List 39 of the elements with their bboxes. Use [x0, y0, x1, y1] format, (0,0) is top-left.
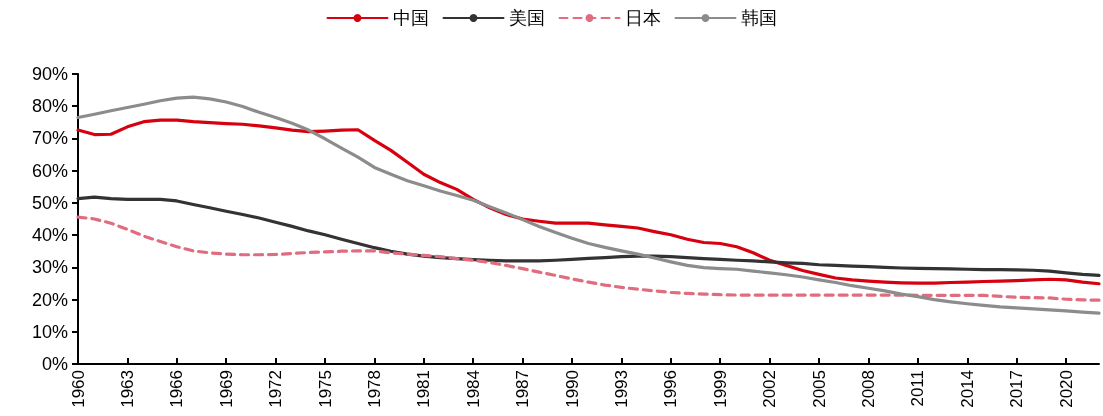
line-series [76, 215, 1101, 302]
y-tick-label: 30% [31, 257, 68, 278]
y-tick-label: 80% [31, 96, 68, 117]
x-tick-label: 2008 [858, 370, 878, 408]
legend-label: 美国 [508, 8, 545, 28]
legend-label: 中国 [392, 8, 429, 28]
x-tick-label: 2011 [908, 370, 928, 407]
y-tick-label: 40% [31, 225, 68, 246]
y-tick-label: 70% [31, 128, 68, 149]
line-series [76, 95, 1101, 315]
x-tick-label: 1981 [414, 370, 434, 408]
x-tick-label: 1960 [68, 370, 88, 408]
x-tick-label: 1972 [266, 370, 286, 408]
x-tick-label: 1990 [562, 370, 582, 408]
y-tick-label: 20% [31, 289, 68, 310]
x-tick-label: 1966 [167, 370, 187, 408]
x-tick-label: 2002 [760, 370, 780, 408]
x-tick-label: 1969 [216, 370, 236, 408]
line-series [76, 195, 1101, 277]
x-tick-label: 2005 [809, 370, 829, 408]
x-tick-label: 1975 [315, 370, 335, 408]
y-tick-label: 10% [31, 321, 68, 342]
x-tick-label: 1978 [364, 370, 384, 408]
x-tick-label: 2014 [957, 370, 977, 408]
legend-label: 日本 [624, 8, 661, 28]
x-tick-label: 1963 [117, 370, 137, 408]
x-tick-label: 1999 [710, 370, 730, 408]
x-tick-label: 1984 [463, 370, 483, 408]
x-tick-label: 2020 [1056, 370, 1076, 408]
x-tick-label: 1993 [611, 370, 631, 408]
x-tick-label: 1987 [513, 370, 533, 408]
x-tick-label: 1996 [661, 370, 681, 408]
y-tick-label: 60% [31, 160, 68, 181]
legend-label: 韩国 [740, 8, 777, 28]
y-tick-label: 0% [41, 354, 68, 374]
y-tick-label: 50% [31, 192, 68, 213]
line-series [76, 118, 1101, 286]
y-tick-label: 90% [31, 64, 68, 84]
x-tick-label: 2017 [1007, 370, 1027, 408]
